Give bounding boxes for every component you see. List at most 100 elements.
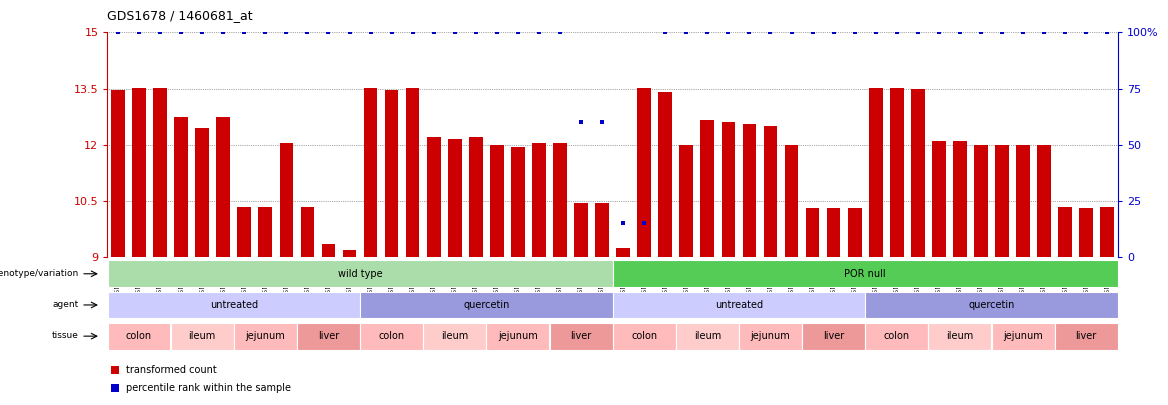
Bar bbox=[405, 88, 419, 257]
Bar bbox=[111, 90, 125, 257]
Bar bbox=[911, 90, 925, 257]
Text: transformed count: transformed count bbox=[126, 365, 216, 375]
Bar bbox=[701, 120, 714, 257]
Point bbox=[677, 29, 696, 36]
Bar bbox=[995, 145, 1009, 257]
Point bbox=[382, 29, 401, 36]
Point bbox=[762, 29, 780, 36]
Bar bbox=[512, 147, 524, 257]
Bar bbox=[890, 88, 904, 257]
Bar bbox=[107, 260, 612, 287]
Bar bbox=[596, 203, 609, 257]
Bar bbox=[953, 141, 967, 257]
Point bbox=[846, 29, 864, 36]
Bar bbox=[258, 207, 272, 257]
Bar bbox=[171, 323, 234, 350]
Bar bbox=[743, 124, 756, 257]
Bar bbox=[426, 137, 440, 257]
Point bbox=[466, 29, 485, 36]
Text: jejunum: jejunum bbox=[751, 331, 791, 341]
Point bbox=[741, 29, 759, 36]
Bar bbox=[613, 260, 1118, 287]
Text: quercetin: quercetin bbox=[464, 300, 509, 310]
Point bbox=[214, 29, 232, 36]
Point bbox=[432, 273, 451, 279]
Bar bbox=[550, 323, 612, 350]
Bar bbox=[659, 92, 672, 257]
Bar bbox=[279, 143, 293, 257]
Point bbox=[909, 29, 927, 36]
Text: colon: colon bbox=[884, 331, 910, 341]
Bar bbox=[491, 145, 503, 257]
Text: POR null: POR null bbox=[844, 269, 887, 279]
Bar bbox=[806, 209, 820, 257]
Point bbox=[130, 29, 148, 36]
Point bbox=[172, 29, 190, 36]
Text: agent: agent bbox=[53, 300, 79, 309]
Point bbox=[432, 111, 451, 117]
Point bbox=[972, 29, 990, 36]
Bar bbox=[300, 207, 314, 257]
Bar bbox=[107, 292, 360, 318]
Bar bbox=[613, 292, 865, 318]
Bar bbox=[195, 128, 209, 257]
Text: liver: liver bbox=[1076, 331, 1097, 341]
Point bbox=[403, 29, 422, 36]
Point bbox=[445, 29, 464, 36]
Point bbox=[109, 29, 127, 36]
Point bbox=[151, 29, 169, 36]
Point bbox=[487, 29, 506, 36]
Bar bbox=[297, 323, 360, 350]
Point bbox=[825, 29, 843, 36]
Bar bbox=[237, 207, 251, 257]
Point bbox=[930, 29, 948, 36]
Text: ileum: ileum bbox=[694, 331, 721, 341]
Bar bbox=[384, 90, 398, 257]
Bar bbox=[932, 141, 946, 257]
Text: untreated: untreated bbox=[715, 300, 763, 310]
Bar bbox=[869, 88, 883, 257]
Point bbox=[256, 29, 274, 36]
Point bbox=[277, 29, 296, 36]
Text: jejunum: jejunum bbox=[1003, 331, 1043, 341]
Bar bbox=[575, 203, 588, 257]
Bar bbox=[1016, 145, 1030, 257]
Bar bbox=[153, 88, 167, 257]
Point bbox=[298, 29, 317, 36]
Bar bbox=[486, 323, 549, 350]
Bar bbox=[107, 323, 171, 350]
Text: quercetin: quercetin bbox=[968, 300, 1015, 310]
Point bbox=[635, 220, 654, 227]
Point bbox=[614, 220, 633, 227]
Bar bbox=[974, 145, 988, 257]
Bar bbox=[360, 323, 423, 350]
Bar bbox=[848, 209, 862, 257]
Bar bbox=[1055, 323, 1118, 350]
Bar bbox=[360, 292, 612, 318]
Text: wild type: wild type bbox=[338, 269, 382, 279]
Bar bbox=[216, 117, 230, 257]
Text: ileum: ileum bbox=[946, 331, 974, 341]
Point bbox=[571, 119, 590, 126]
Text: colon: colon bbox=[631, 331, 658, 341]
Bar bbox=[865, 292, 1118, 318]
Bar bbox=[764, 126, 778, 257]
Point bbox=[1056, 29, 1075, 36]
Bar bbox=[533, 143, 545, 257]
Text: liver: liver bbox=[823, 331, 844, 341]
Bar bbox=[1079, 209, 1093, 257]
Point bbox=[361, 29, 380, 36]
Bar bbox=[470, 137, 482, 257]
Point bbox=[1014, 29, 1033, 36]
Text: genotype/variation: genotype/variation bbox=[0, 269, 79, 278]
Bar bbox=[321, 244, 335, 257]
Text: liver: liver bbox=[570, 331, 592, 341]
Bar bbox=[617, 248, 630, 257]
Bar bbox=[234, 323, 297, 350]
Text: ileum: ileum bbox=[442, 331, 468, 341]
Bar bbox=[802, 323, 865, 350]
Bar bbox=[1037, 145, 1051, 257]
Point bbox=[698, 29, 717, 36]
Point bbox=[235, 29, 253, 36]
Point bbox=[529, 29, 548, 36]
